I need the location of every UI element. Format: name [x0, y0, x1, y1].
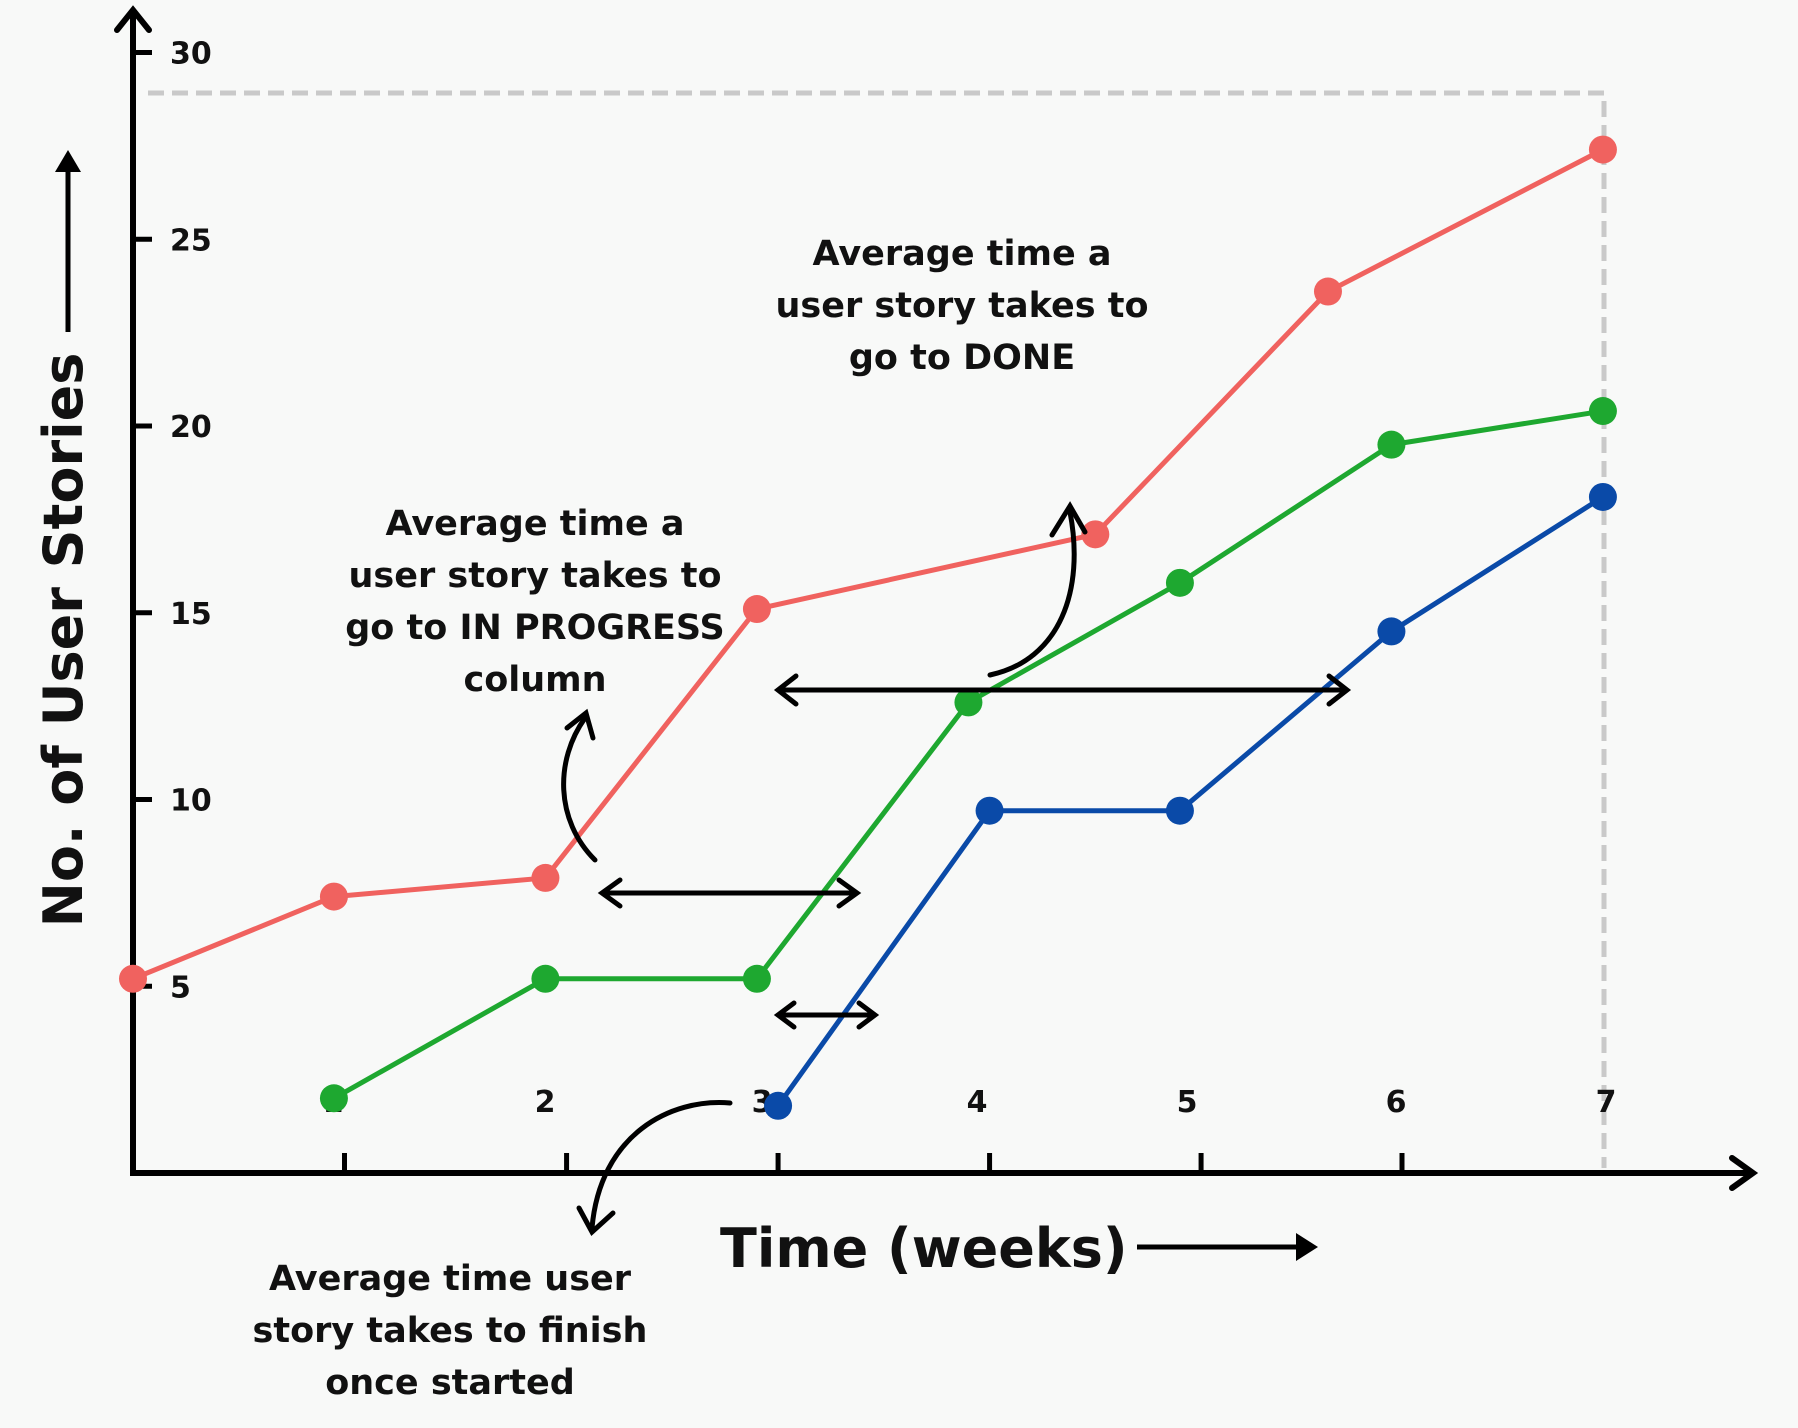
- annotations: Average time a user story takes to go to D…: [253, 234, 1149, 1403]
- data-point: [1081, 520, 1110, 549]
- annotation-line: Average time a: [813, 234, 1112, 274]
- x-axis-title: Time (weeks): [720, 1217, 1318, 1280]
- annotation-done: Average time a user story takes to go to D…: [775, 234, 1148, 378]
- y-axis-label: No. of User Stories: [32, 353, 95, 928]
- annotation-progress: Average time a user story takes to go to I…: [345, 504, 725, 700]
- y-tick-label: 10: [170, 784, 212, 819]
- pointer-arrows: [561, 501, 1088, 1236]
- annotation-line: column: [463, 660, 606, 700]
- annotation-line: go to DONE: [849, 338, 1075, 378]
- y-tick-label: 30: [170, 37, 212, 72]
- y-label-arrowhead: [55, 150, 81, 172]
- x-tick-label: 6: [1386, 1085, 1407, 1120]
- interval-arrows: [597, 673, 1352, 1030]
- data-point: [1588, 482, 1617, 511]
- annotation-line: Average time user: [269, 1259, 632, 1299]
- data-point: [1377, 617, 1406, 646]
- series-layer: [119, 135, 1617, 1120]
- data-point: [531, 964, 560, 993]
- y-tick-label: 25: [170, 223, 212, 258]
- series-0: [119, 135, 1617, 993]
- data-point: [1165, 568, 1194, 597]
- data-point: [319, 1084, 348, 1113]
- data-point: [531, 863, 560, 892]
- data-point: [1377, 430, 1406, 459]
- x-axis-label: Time (weeks): [720, 1217, 1128, 1280]
- series-2: [764, 482, 1617, 1120]
- annotation-line: user story takes to: [348, 556, 721, 596]
- in-progress-interval-arrow: [597, 877, 862, 909]
- annotation-line: user story takes to: [775, 286, 1148, 326]
- axes: [114, 5, 1759, 1191]
- y-axis-arrowhead: [114, 5, 152, 33]
- data-point: [1313, 277, 1342, 306]
- data-point: [119, 964, 147, 993]
- data-point: [1588, 135, 1617, 164]
- finish-pointer-arrow: [576, 1100, 733, 1236]
- y-ticks: 5 10 15 20 25 30: [133, 37, 212, 1005]
- dashed-frame: [148, 90, 1607, 1168]
- data-point: [1588, 397, 1617, 426]
- data-point: [764, 1091, 793, 1120]
- series-1: [319, 397, 1617, 1113]
- y-axis-title: No. of User Stories: [32, 150, 95, 927]
- y-tick-label: 5: [170, 970, 191, 1005]
- annotation-line: story takes to finish: [253, 1311, 648, 1351]
- in-progress-pointer-arrow: [561, 708, 598, 863]
- data-point: [975, 796, 1004, 825]
- data-point: [319, 882, 348, 911]
- x-tick-label: 7: [1596, 1085, 1617, 1120]
- data-point: [954, 688, 983, 717]
- x-axis-arrowhead: [1729, 1155, 1759, 1191]
- y-tick-label: 15: [170, 597, 212, 632]
- annotation-line: Average time a: [386, 504, 685, 544]
- x-tick-label: 2: [535, 1085, 556, 1120]
- data-point: [742, 595, 771, 624]
- x-ticks: 1234567: [323, 1085, 1617, 1173]
- done-pointer-arrow: [987, 501, 1088, 678]
- data-point: [742, 964, 771, 993]
- data-point: [1165, 796, 1194, 825]
- x-tick-label: 5: [1177, 1085, 1198, 1120]
- done-interval-arrow: [773, 673, 1352, 707]
- finish-interval-arrow: [773, 1000, 880, 1030]
- annotation-finish: Average time user story takes to finish on…: [253, 1259, 648, 1403]
- y-tick-label: 20: [170, 410, 212, 445]
- x-tick-label: 4: [967, 1085, 988, 1120]
- annotation-line: once started: [325, 1363, 575, 1403]
- x-label-arrowhead: [1296, 1233, 1318, 1261]
- annotation-line: go to IN PROGRESS: [345, 608, 725, 648]
